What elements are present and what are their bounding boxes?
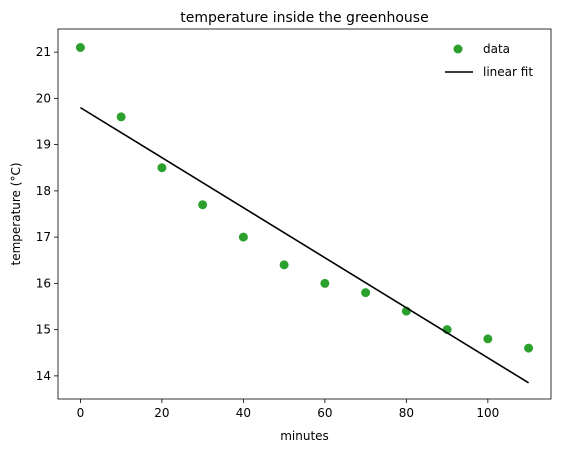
data-point xyxy=(483,334,493,344)
ticks: 0 20 40 60 80 100 14 15 16 17 18 19 20 21 xyxy=(36,45,500,420)
y-tick-label: 19 xyxy=(36,138,51,152)
data-point xyxy=(361,288,371,298)
y-tick-label: 21 xyxy=(36,45,51,59)
data-point xyxy=(157,163,167,173)
legend-point-marker xyxy=(453,44,463,54)
data-point xyxy=(198,200,208,210)
x-tick-label: 100 xyxy=(476,406,499,420)
legend-label: linear fit xyxy=(483,65,533,79)
series-line-1 xyxy=(79,106,530,384)
y-tick-label: 15 xyxy=(36,323,51,337)
data-point xyxy=(524,343,534,353)
legend-label: data xyxy=(483,42,510,56)
axes-frame xyxy=(57,28,552,400)
data-point xyxy=(320,278,330,288)
data-point xyxy=(279,260,289,270)
y-tick-label: 14 xyxy=(36,369,51,383)
chart-title: temperature inside the greenhouse xyxy=(180,10,428,26)
y-axis-label: temperature (°C) xyxy=(9,163,23,266)
legend: data linear fit xyxy=(445,42,533,79)
y-tick-label: 18 xyxy=(36,184,51,198)
y-tick-label: 20 xyxy=(36,91,51,105)
x-tick-label: 80 xyxy=(399,406,414,420)
y-tick-label: 17 xyxy=(36,230,51,244)
x-tick-label: 20 xyxy=(154,406,169,420)
x-tick-label: 60 xyxy=(317,406,332,420)
y-tick-label: 16 xyxy=(36,276,51,290)
plot-area xyxy=(75,43,534,384)
data-point xyxy=(75,43,85,52)
data-point xyxy=(238,232,248,242)
data-point xyxy=(116,112,126,122)
x-tick-label: 40 xyxy=(236,406,251,420)
x-tick-label: 0 xyxy=(77,406,85,420)
x-axis-label: minutes xyxy=(280,429,329,443)
